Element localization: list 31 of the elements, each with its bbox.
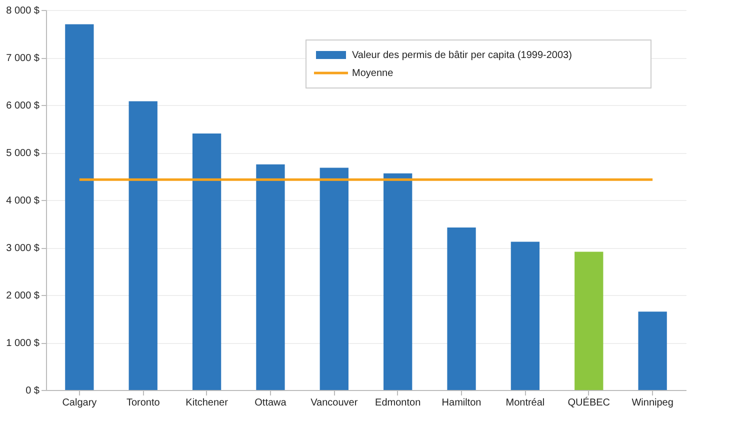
y-tick-label: 8 000 $ — [6, 6, 40, 16]
x-tick-label: Montréal — [506, 398, 545, 408]
bar — [65, 24, 94, 390]
y-tick-label: 3 000 $ — [6, 243, 40, 254]
bar — [128, 101, 158, 390]
x-tick-label: Edmonton — [375, 398, 421, 408]
y-tick-label: 0 $ — [26, 386, 40, 396]
x-tick-label: Winnipeg — [632, 398, 674, 408]
y-tick-label: 5 000 $ — [6, 148, 40, 159]
y-tick-label: 1 000 $ — [6, 338, 40, 349]
bar — [447, 228, 476, 390]
bar — [384, 173, 412, 390]
bar — [256, 164, 285, 390]
x-tick-label: Hamilton — [442, 398, 482, 408]
legend-label: Valeur des permis de bâtir per capita (1999-2003) — [352, 50, 572, 61]
bar — [192, 134, 222, 390]
y-tick-label: 2 000 $ — [6, 290, 40, 302]
bar — [510, 242, 540, 390]
y-tick-label: 6 000 $ — [6, 100, 40, 112]
legend-label: Moyenne — [352, 68, 394, 79]
x-tick-label: Calgary — [62, 398, 97, 408]
bar — [638, 312, 667, 390]
x-tick-label: QUÉBEC — [568, 396, 610, 408]
x-tick-label: Vancouver — [310, 398, 358, 408]
y-tick-label: 4 000 $ — [6, 196, 40, 206]
y-tick-label: 7 000 $ — [6, 53, 40, 64]
x-tick-label: Ottawa — [254, 398, 287, 408]
bar — [574, 252, 604, 390]
bar — [320, 168, 348, 390]
x-tick-label: Toronto — [126, 398, 160, 408]
x-tick-label: Kitchener — [186, 398, 229, 408]
